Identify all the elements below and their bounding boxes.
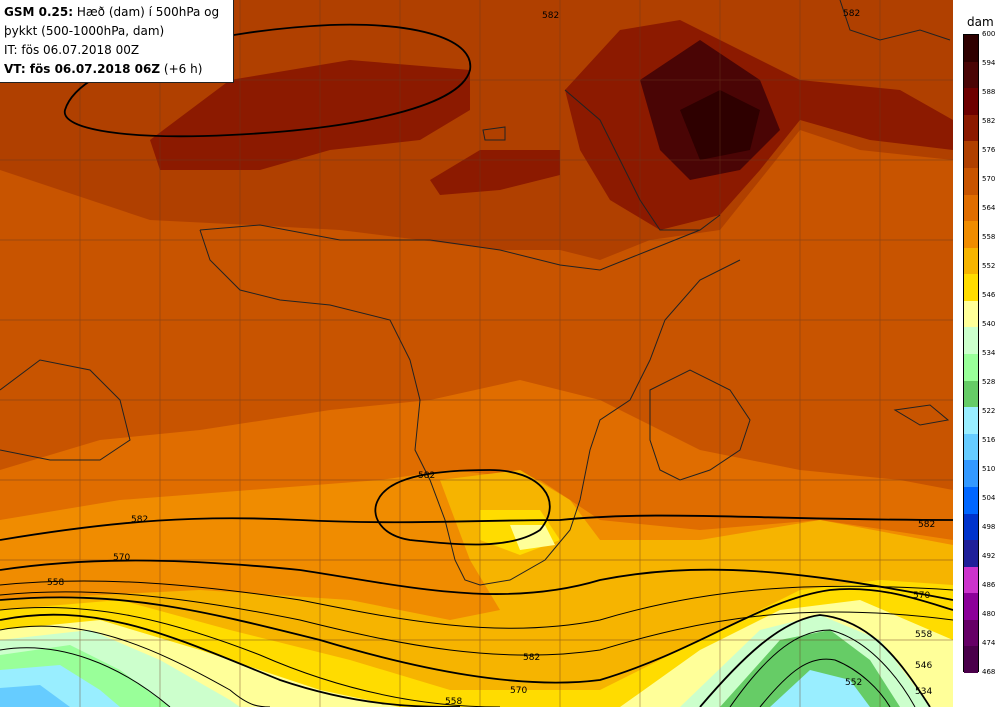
thickness-contours xyxy=(0,580,953,707)
legend-tick-label: 588 xyxy=(982,88,996,96)
legend-swatch xyxy=(964,354,978,382)
legend-tick-label: 498 xyxy=(982,523,996,531)
legend-swatch xyxy=(964,593,978,621)
legend-tick-label: 516 xyxy=(982,436,996,444)
contour-label-582-d: 582 xyxy=(523,653,540,663)
contour-label-570: 570 xyxy=(113,553,130,563)
legend-unit: dam xyxy=(967,15,994,29)
field-522-east xyxy=(770,670,870,707)
legend-swatch xyxy=(964,407,978,435)
legend-tick-label: 546 xyxy=(982,291,996,299)
legend-tick-label: 552 xyxy=(982,262,996,270)
contour-label-582-c: 582 xyxy=(918,520,935,530)
legend-tick-label: 504 xyxy=(982,494,996,502)
legend-swatch xyxy=(964,513,978,541)
legend-swatch xyxy=(964,540,978,568)
title-line-1: GSM 0.25: Hæð (dam) í 500hPa og xyxy=(4,3,233,22)
valid-time: VT: fös 06.07.2018 06Z xyxy=(4,62,161,76)
legend-swatch xyxy=(964,274,978,302)
contour-label-552: 552 xyxy=(845,678,862,688)
valid-time-line: VT: fös 06.07.2018 06Z (+6 h) xyxy=(4,60,233,79)
legend-swatch xyxy=(964,88,978,116)
contour-label-582-e: 582 xyxy=(542,11,559,21)
legend-tick-label: 510 xyxy=(982,465,996,473)
legend-tick-label: 600 xyxy=(982,30,996,38)
legend-swatch xyxy=(964,327,978,355)
legend-tick-label: 534 xyxy=(982,349,996,357)
legend-swatch xyxy=(964,35,978,63)
legend-swatch xyxy=(964,167,978,195)
legend-swatch xyxy=(964,646,978,674)
contour-label-546: 546 xyxy=(915,661,932,671)
legend-tick-label: 480 xyxy=(982,610,996,618)
contour-label-582-b: 582 xyxy=(418,471,435,481)
legend-swatch xyxy=(964,433,978,461)
init-time: IT: fös 06.07.2018 00Z xyxy=(4,43,140,57)
legend-tick-label: 558 xyxy=(982,233,996,241)
legend-tick-label: 582 xyxy=(982,117,996,125)
field-516-west xyxy=(0,685,70,707)
legend-swatch xyxy=(964,194,978,222)
legend-tick-label: 570 xyxy=(982,175,996,183)
contour-label-582: 582 xyxy=(131,515,148,525)
map-area[interactable]: 582 582 582 582 582 582 570 570 570 558 … xyxy=(0,0,953,707)
legend-swatch xyxy=(964,566,978,594)
legend-colorbar xyxy=(963,34,979,674)
legend-tick-label: 528 xyxy=(982,378,996,386)
legend-swatch xyxy=(964,61,978,89)
field-588-west xyxy=(150,60,470,170)
contour-label-558-c: 558 xyxy=(915,630,932,640)
contour-label-534: 534 xyxy=(915,687,932,697)
legend-tick-label: 564 xyxy=(982,204,996,212)
valid-offset: (+6 h) xyxy=(163,62,203,76)
contour-label-558: 558 xyxy=(47,578,64,588)
contour-label-558-b: 558 xyxy=(445,697,462,707)
legend-swatch xyxy=(964,300,978,328)
legend-swatch xyxy=(964,221,978,249)
legend-tick-label: 594 xyxy=(982,59,996,67)
legend-tick-label: 576 xyxy=(982,146,996,154)
legend-swatch xyxy=(964,619,978,647)
legend-tick-label: 486 xyxy=(982,581,996,589)
field-582-ne xyxy=(840,0,953,80)
legend-swatch xyxy=(964,486,978,514)
legend-tick-label: 540 xyxy=(982,320,996,328)
contour-label-570-b: 570 xyxy=(510,686,527,696)
title-text: Hæð (dam) í 500hPa og xyxy=(76,5,220,19)
legend-tick-label: 492 xyxy=(982,552,996,560)
legend-tick-label: 468 xyxy=(982,668,996,676)
legend-swatch xyxy=(964,141,978,169)
map-canvas: 582 582 582 582 582 582 570 570 570 558 … xyxy=(0,0,953,707)
title-line-2: þykkt (500-1000hPa, dam) xyxy=(4,24,165,38)
coastlines xyxy=(0,0,951,586)
contour-label-570-c: 570 xyxy=(913,591,930,601)
field-588-mid xyxy=(430,150,560,195)
legend-tick-label: 474 xyxy=(982,639,996,647)
legend-swatch xyxy=(964,460,978,488)
map-info-box: GSM 0.25: Hæð (dam) í 500hPa og þykkt (5… xyxy=(0,0,234,83)
legend-swatch xyxy=(964,114,978,142)
field-546-core xyxy=(510,525,555,550)
legend-swatch xyxy=(964,380,978,408)
legend-swatch xyxy=(964,247,978,275)
legend-tick-label: 522 xyxy=(982,407,996,415)
contour-label-582-f: 582 xyxy=(843,9,860,19)
model-name: GSM 0.25: xyxy=(4,5,74,19)
